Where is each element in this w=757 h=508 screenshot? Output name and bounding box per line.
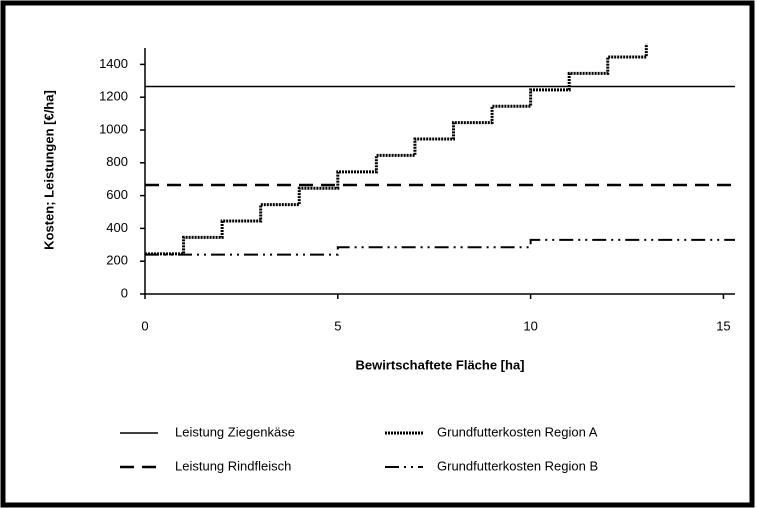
- line-series: [145, 238, 735, 256]
- y-tick-label: 1000: [99, 121, 128, 136]
- x-tick-label: 15: [716, 318, 730, 333]
- y-tick-label: 400: [106, 220, 128, 235]
- legend-label: Grundfutterkosten Region B: [437, 458, 598, 473]
- legend-label: Grundfutterkosten Region A: [437, 424, 598, 439]
- y-tick-label: 1200: [99, 89, 128, 104]
- legend-label: Leistung Rindfleisch: [175, 458, 291, 473]
- x-tick-label: 5: [334, 318, 341, 333]
- x-tick-label: 10: [523, 318, 537, 333]
- x-tick-label: 0: [141, 318, 148, 333]
- y-tick-label: 600: [106, 187, 128, 202]
- legend-label: Leistung Ziegenkäse: [175, 424, 295, 439]
- y-tick-label: 1400: [99, 56, 128, 71]
- y-axis-label: Kosten; Leistungen [€/ha]: [41, 90, 56, 250]
- y-tick-label: 800: [106, 154, 128, 169]
- x-axis-label: Bewirtschaftete Fläche [ha]: [355, 357, 524, 372]
- y-tick-label: 0: [121, 285, 128, 300]
- y-tick-label: 200: [106, 253, 128, 268]
